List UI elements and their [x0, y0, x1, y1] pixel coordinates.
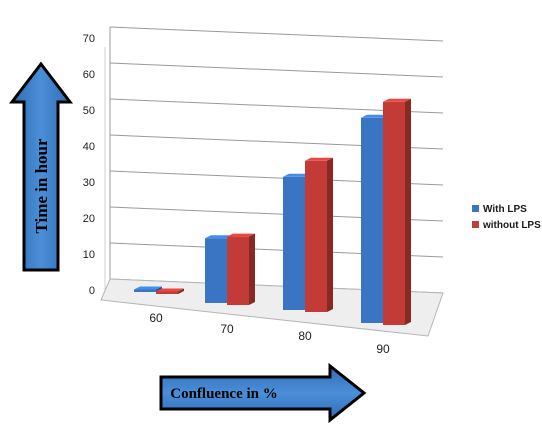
bar-top — [383, 98, 411, 102]
bar-top — [227, 233, 255, 237]
bar-top — [305, 157, 333, 161]
y-tick-label: 10 — [83, 249, 95, 261]
legend: With LPS without LPS — [472, 204, 541, 231]
y-tick-label: 60 — [83, 69, 95, 81]
plot-area: 0 10 20 30 40 50 60 70 60 70 80 90 — [83, 26, 444, 356]
bar — [227, 236, 249, 305]
y-tick-label: 50 — [83, 105, 95, 117]
bar — [305, 160, 327, 312]
bar — [134, 289, 156, 292]
bar — [156, 291, 178, 294]
x-tick-label: 90 — [376, 342, 390, 356]
legend-swatch — [472, 205, 479, 212]
gridline — [109, 26, 444, 42]
x-tick-label: 70 — [220, 322, 234, 336]
x-axis-arrow: Confluence in % — [159, 362, 367, 424]
bar — [383, 101, 405, 325]
bar-side — [405, 98, 411, 325]
y-tick-label: 70 — [83, 33, 95, 45]
y-tick-label: 0 — [89, 285, 95, 297]
bar-top — [205, 235, 233, 239]
x-tick-label: 80 — [298, 329, 312, 343]
y-tick-label: 40 — [83, 141, 95, 153]
bar — [361, 117, 383, 323]
y-tick-label: 30 — [83, 177, 95, 189]
y-axis-arrow: Time in hour — [8, 61, 74, 272]
bar-side — [156, 286, 162, 292]
bar-side — [178, 288, 184, 294]
bar — [205, 238, 227, 303]
bar-top — [283, 173, 311, 177]
bar-side — [249, 233, 255, 305]
legend-swatch — [472, 221, 479, 228]
y-axis-label: Time in hour — [32, 138, 51, 234]
legend-entry: With LPS — [483, 204, 527, 215]
legend-entry: without LPS — [482, 220, 541, 231]
bar — [283, 176, 305, 310]
x-axis-label: Confluence in % — [170, 386, 278, 402]
gridline — [109, 62, 444, 78]
bar-top — [156, 288, 184, 292]
x-tick-label: 60 — [149, 311, 163, 325]
bar-top — [361, 114, 389, 118]
y-tick-label: 20 — [83, 213, 95, 225]
bar-side — [327, 157, 333, 312]
bar-top — [134, 286, 162, 290]
